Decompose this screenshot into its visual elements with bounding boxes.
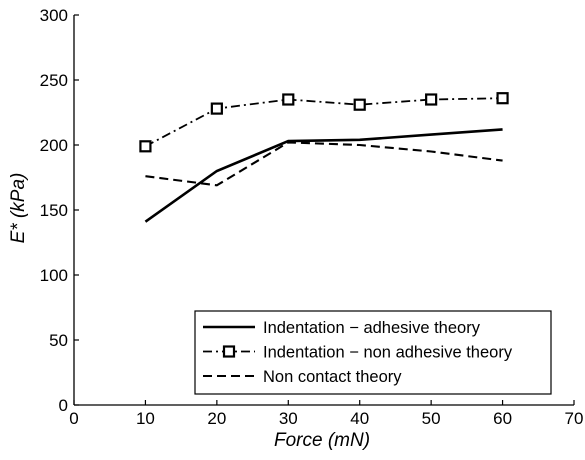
y-tick-label: 150	[40, 201, 68, 220]
data-point	[210, 102, 223, 115]
x-axis-title: Force (mN)	[274, 430, 370, 451]
data-point	[139, 140, 152, 153]
series-line	[145, 97, 503, 148]
data-point	[496, 92, 509, 105]
series-line	[145, 141, 503, 187]
x-tick-label: 50	[422, 409, 441, 428]
y-axis-title: E* (kPa)	[8, 173, 29, 244]
plot-area	[139, 92, 509, 223]
legend: Indentation − adhesive theory Indentation…	[194, 310, 552, 395]
y-tick-label: 0	[59, 396, 68, 415]
legend-label: Non contact theory	[263, 368, 402, 386]
x-tick-label: 30	[279, 409, 298, 428]
series-3	[145, 141, 503, 187]
axes: 0 10 20 30 40 50 60 70 0 50 100 150 200 250 300	[40, 6, 584, 428]
x-tick-label: 20	[207, 409, 226, 428]
x-tick-label: 70	[565, 409, 584, 428]
x-tick-label: 60	[493, 409, 512, 428]
data-point	[353, 98, 366, 111]
legend-item: Indentation − adhesive theory	[203, 319, 481, 337]
y-tick-label: 200	[40, 136, 68, 155]
y-tick-label: 300	[40, 6, 68, 25]
legend-box	[194, 310, 552, 395]
data-point	[282, 93, 295, 106]
y-tick-label: 50	[49, 331, 68, 350]
legend-label: Indentation − non adhesive theory	[263, 344, 513, 362]
x-tick-label: 40	[350, 409, 369, 428]
series-2	[139, 92, 509, 153]
x-tick-label: 10	[136, 409, 155, 428]
x-tick-label: 0	[69, 409, 78, 428]
legend-marker	[222, 345, 236, 358]
legend-item: Indentation − non adhesive theory	[203, 344, 513, 362]
y-tick-label: 100	[40, 266, 68, 285]
y-tick-label: 250	[40, 71, 68, 90]
series-line	[144, 128, 503, 223]
legend-label: Indentation − adhesive theory	[263, 319, 481, 337]
data-point	[425, 93, 438, 106]
legend-item: Non contact theory	[203, 368, 402, 386]
series-1	[144, 128, 503, 223]
